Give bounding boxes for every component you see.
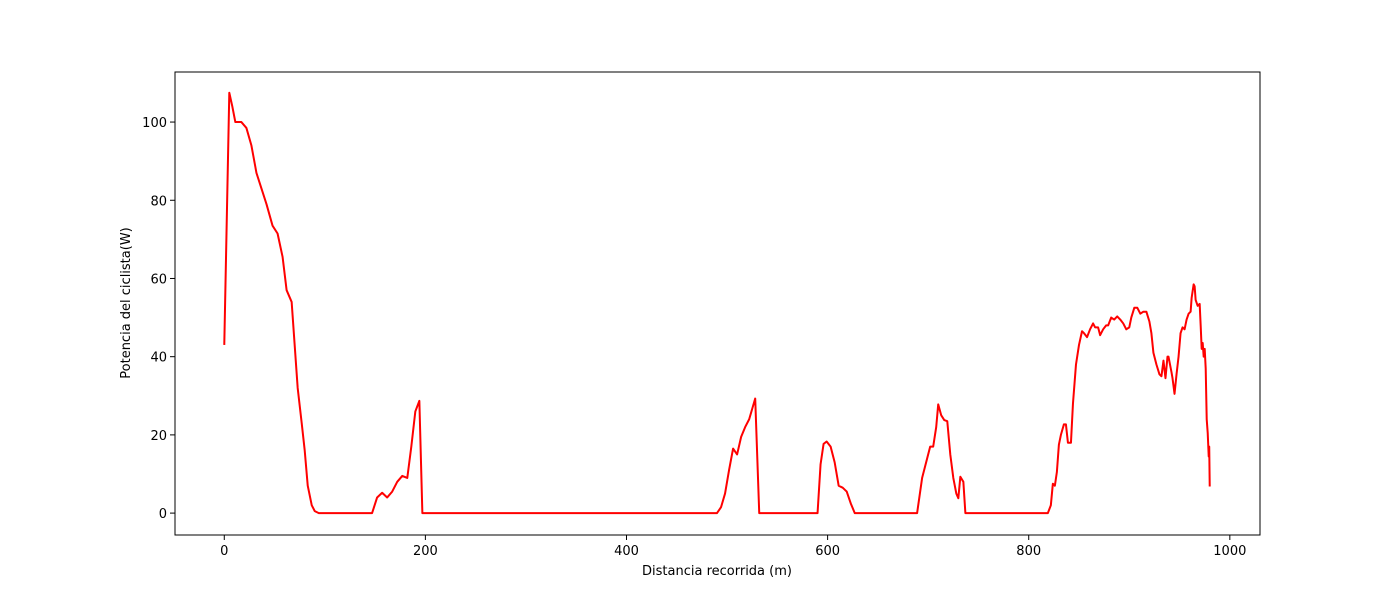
x-tick-label: 600 [815, 544, 840, 559]
y-tick-label: 80 [150, 194, 167, 209]
y-tick-label: 60 [150, 272, 167, 287]
y-tick-label: 0 [159, 507, 167, 522]
x-axis-label: Distancia recorrida (m) [642, 564, 792, 579]
y-tick-label: 40 [150, 351, 167, 366]
x-tick-label: 800 [1016, 544, 1041, 559]
y-axis-label: Potencia del ciclista(W) [119, 227, 134, 378]
x-tick-label: 1000 [1213, 544, 1246, 559]
y-tick-label: 100 [142, 116, 167, 131]
x-tick-label: 400 [614, 544, 639, 559]
y-tick-label: 20 [150, 429, 167, 444]
x-tick-label: 200 [413, 544, 438, 559]
x-tick-label: 0 [220, 544, 228, 559]
plot-frame [174, 71, 1261, 536]
data-line [223, 91, 1211, 515]
